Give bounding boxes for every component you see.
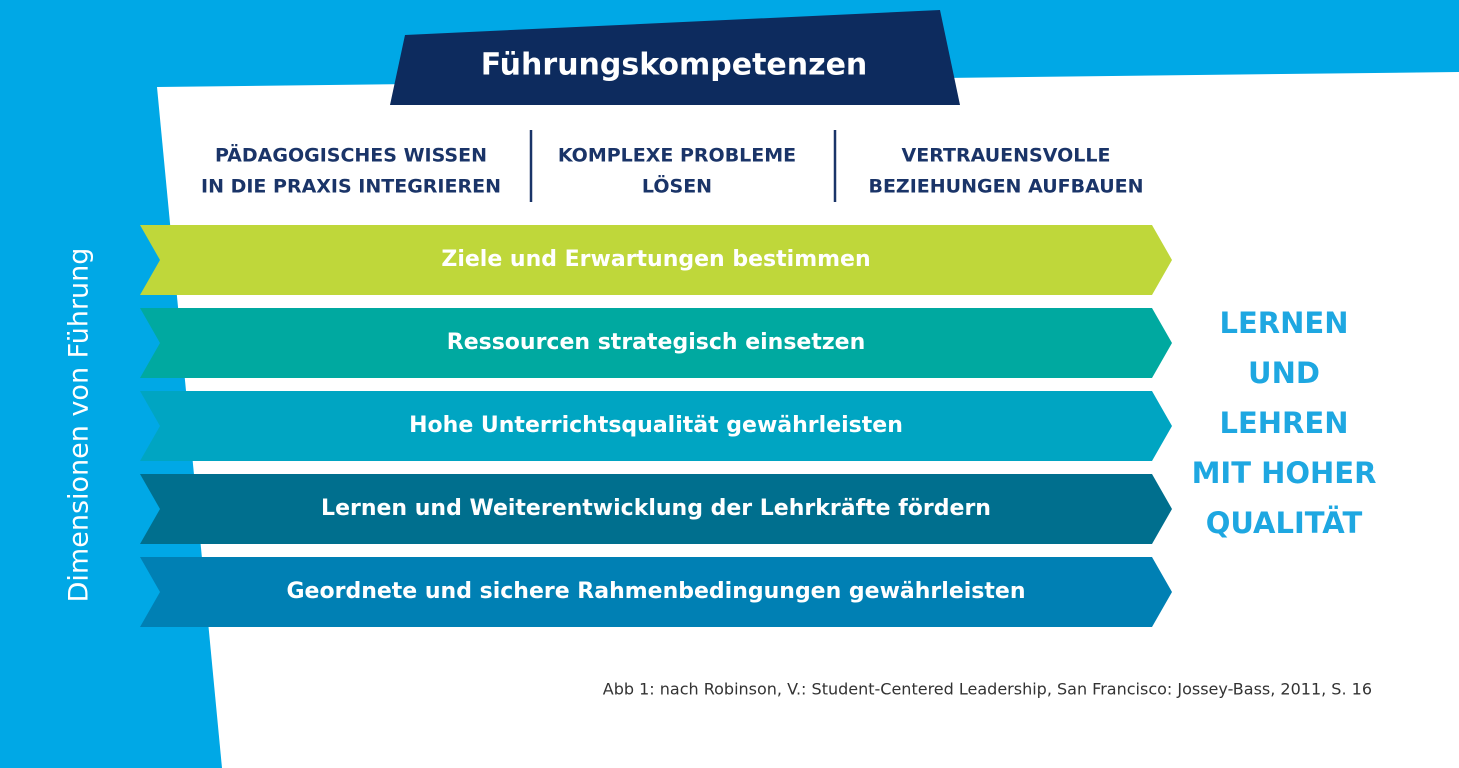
dimension-label: Ziele und Erwartungen bestimmen	[441, 247, 870, 272]
header-title: Führungskompetenzen	[481, 48, 868, 83]
dimension-label: Geordnete und sichere Rahmenbedingungen …	[287, 579, 1026, 604]
competency-label: BEZIEHUNGEN AUFBAUEN	[868, 176, 1143, 198]
outcome-label: LERNEN	[1220, 306, 1349, 340]
dimension-arrow	[140, 308, 1172, 378]
dimension-arrow	[140, 225, 1172, 295]
competency-label: IN DIE PRAXIS INTEGRIEREN	[201, 176, 501, 198]
dimension-label: Hohe Unterrichtsqualität gewährleisten	[409, 413, 903, 438]
dimension-arrow	[140, 557, 1172, 627]
outcome-label: LEHREN	[1220, 406, 1349, 440]
dimension-arrow	[140, 391, 1172, 461]
competency-label: LÖSEN	[642, 174, 712, 198]
header-banner	[390, 10, 960, 105]
outcome-label: MIT HOHER	[1192, 456, 1377, 490]
competency-label: PÄDAGOGISCHES WISSEN	[215, 143, 487, 167]
dimension-label: Ressourcen strategisch einsetzen	[447, 330, 866, 355]
competency-label: VERTRAUENSVOLLE	[902, 145, 1111, 167]
dimension-arrow	[140, 474, 1172, 544]
outcome-label: QUALITÄT	[1206, 506, 1363, 540]
caption: Abb 1: nach Robinson, V.: Student-Center…	[603, 680, 1372, 699]
outcome-label: UND	[1248, 356, 1320, 390]
dimension-label: Lernen und Weiterentwicklung der Lehrkrä…	[321, 496, 991, 521]
competency-label: KOMPLEXE PROBLEME	[558, 145, 796, 167]
side-label: Dimensionen von Führung	[64, 248, 95, 603]
